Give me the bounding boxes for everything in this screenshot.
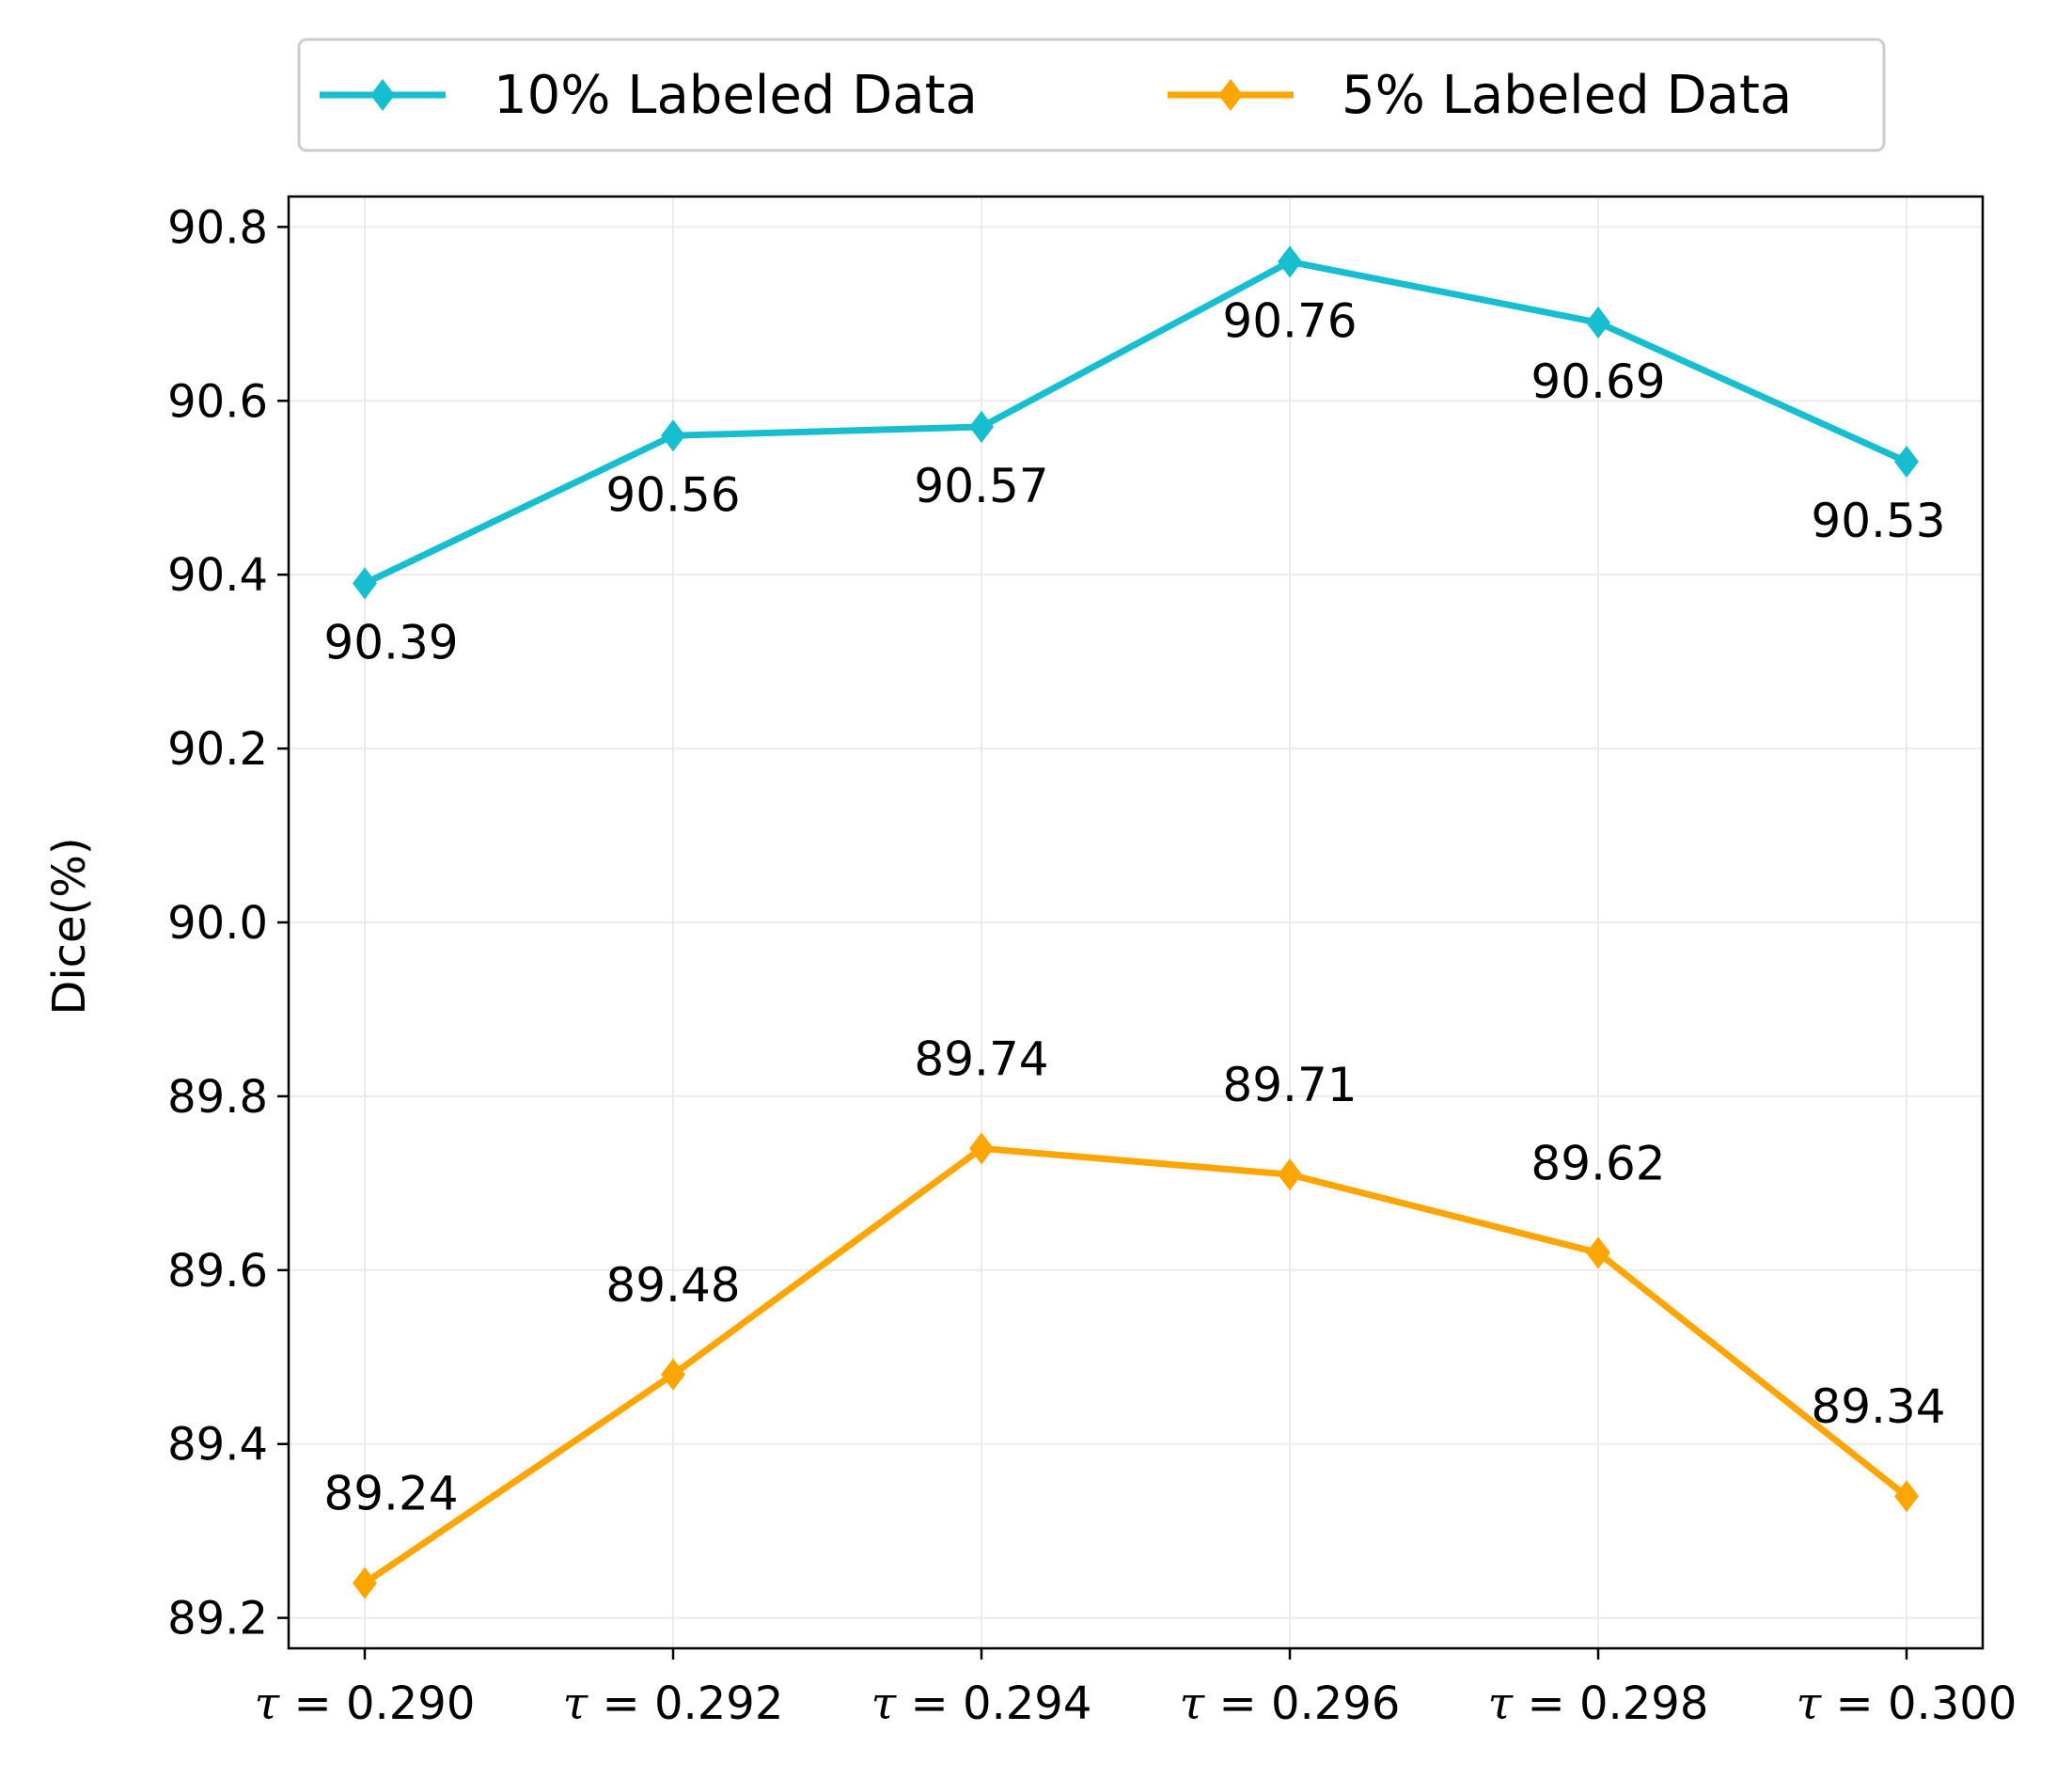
data-label: 90.76 — [1222, 293, 1357, 348]
x-tick-label: τ = 0.298 — [1488, 1677, 1709, 1730]
legend-marker-5pct — [1218, 79, 1243, 111]
y-tick-label: 89.8 — [167, 1071, 268, 1124]
plot-frame — [287, 195, 1985, 1650]
series-line-1 — [363, 1144, 1909, 1586]
data-label: 90.57 — [914, 459, 1048, 513]
gridlines — [289, 197, 1983, 1648]
data-point — [969, 411, 994, 444]
legend-frame — [297, 38, 1886, 152]
x-tick-label: τ = 0.290 — [255, 1677, 476, 1730]
x-axis: τ = 0.290 τ = 0.292 τ = 0.294 τ = 0.296 τ = … — [255, 1648, 2017, 1730]
y-tick-label: 90.0 — [167, 897, 268, 950]
x-tick-label: τ = 0.300 — [1797, 1677, 2017, 1730]
data-point — [969, 1132, 994, 1165]
data-point — [1586, 1236, 1610, 1269]
x-tick-label: τ = 0.292 — [563, 1677, 784, 1730]
data-label: 89.34 — [1811, 1379, 1945, 1434]
data-label: 89.24 — [323, 1467, 458, 1521]
y-tick-label: 90.8 — [167, 201, 268, 254]
y-axis-title: Dice(%) — [43, 837, 96, 1015]
data-point — [353, 567, 377, 600]
y-tick-label: 90.4 — [167, 549, 268, 602]
y-tick-label: 89.6 — [167, 1245, 268, 1298]
data-label: 90.39 — [323, 615, 458, 669]
data-point — [1586, 307, 1610, 339]
x-tick-label: τ = 0.296 — [1180, 1677, 1401, 1730]
y-axis: 89.2 89.4 89.6 89.8 90.0 90.2 90.4 90.6 90.8 — [167, 201, 289, 1645]
data-point — [1894, 1480, 1919, 1513]
y-tick-label: 89.2 — [167, 1593, 268, 1645]
data-point — [1278, 1158, 1302, 1191]
data-label: 90.53 — [1811, 494, 1945, 548]
data-label: 90.69 — [1530, 354, 1665, 409]
data-label: 89.71 — [1222, 1058, 1357, 1112]
legend-label-5pct: 5% Labeled Data — [1342, 65, 1792, 126]
data-label: 89.62 — [1530, 1136, 1665, 1190]
data-label: 90.56 — [605, 467, 740, 522]
series-group: 90.39 90.56 90.57 90.76 90.69 90.53 89.24 89.48… — [323, 245, 1946, 1599]
data-point — [353, 1566, 377, 1599]
data-point — [661, 1358, 685, 1391]
data-label: 89.48 — [605, 1258, 740, 1313]
series-line-0 — [363, 258, 1908, 587]
data-label: 89.74 — [914, 1031, 1048, 1086]
legend-label-10pct: 10% Labeled Data — [494, 65, 978, 126]
y-tick-label: 89.4 — [167, 1419, 268, 1472]
data-point — [1894, 445, 1919, 478]
legend: 10% Labeled Data 5% Labeled Data — [297, 38, 1886, 152]
data-point — [1278, 245, 1302, 278]
y-tick-label: 90.2 — [167, 723, 268, 776]
x-tick-label: τ = 0.294 — [871, 1677, 1092, 1730]
legend-marker-10pct — [370, 79, 395, 111]
y-tick-label: 90.6 — [167, 375, 268, 428]
data-point — [661, 419, 685, 452]
